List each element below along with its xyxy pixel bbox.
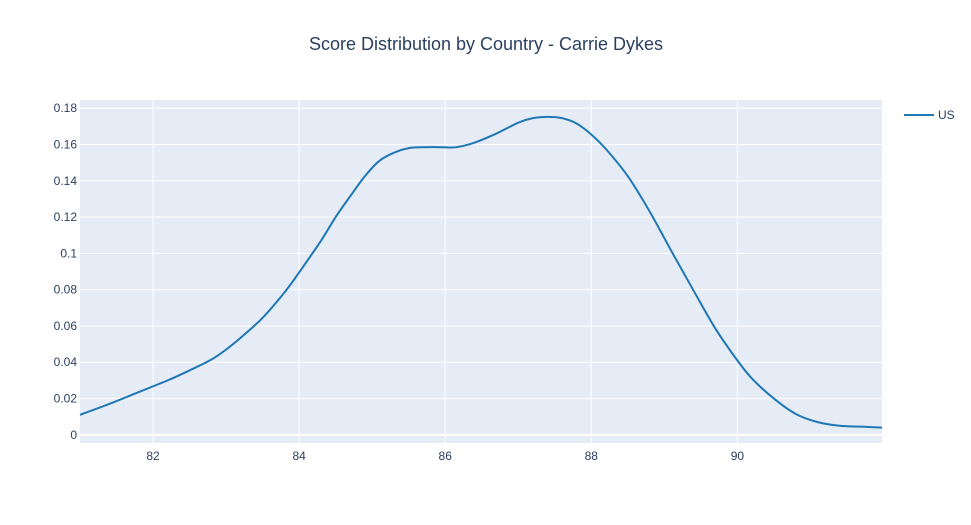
legend[interactable]: US <box>904 108 955 122</box>
y-tick-label: 0.02 <box>54 392 78 406</box>
x-tick-label: 82 <box>146 449 160 463</box>
y-tick-label: 0 <box>70 428 77 442</box>
y-tick-label: 0.06 <box>54 319 78 333</box>
y-tick-label: 0.1 <box>60 246 77 260</box>
y-tick-label: 0.14 <box>54 174 78 188</box>
y-tick-label: 0.18 <box>54 101 78 115</box>
y-tick-label: 0.12 <box>54 210 78 224</box>
y-tick-label: 0.04 <box>54 355 78 369</box>
y-gridlines <box>80 107 882 436</box>
x-tick-label: 90 <box>731 449 745 463</box>
y-tick-label: 0.08 <box>54 283 78 297</box>
chart-title: Score Distribution by Country - Carrie D… <box>309 34 663 54</box>
x-tick-label: 86 <box>439 449 453 463</box>
legend-label[interactable]: US <box>938 108 955 122</box>
y-tick-label: 0.16 <box>54 137 78 151</box>
x-tick-label: 84 <box>292 449 306 463</box>
y-axis-tick-labels: 0 0.02 0.04 0.06 0.08 0.1 0.12 0.14 0.16 0.18 <box>54 101 78 442</box>
plot-area <box>80 100 882 443</box>
series-line-us <box>79 115 883 429</box>
series-layer <box>79 115 883 429</box>
x-axis-tick-labels: 82 84 86 88 90 <box>146 449 744 463</box>
x-tick-label: 88 <box>585 449 599 463</box>
